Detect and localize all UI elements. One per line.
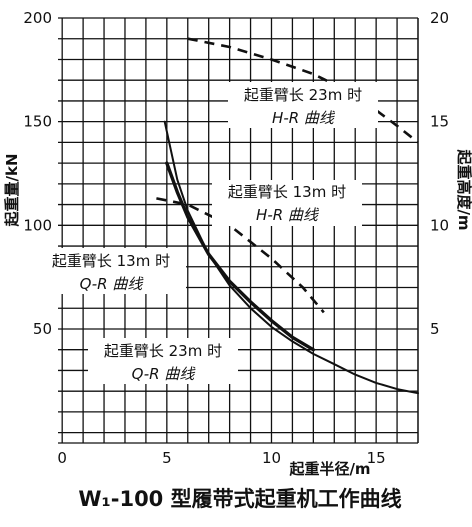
annotation-hr23-line1: 起重臂长 23m 时 bbox=[244, 86, 362, 104]
series-line-2 bbox=[187, 37, 419, 144]
x-tick-0: 0 bbox=[57, 449, 67, 467]
series-line-0 bbox=[163, 120, 419, 395]
annotation-hr13: 起重臂长 13m 时 H-R 曲线 bbox=[212, 180, 362, 226]
annotation-qr13-line2: Q-R 曲线 bbox=[80, 275, 145, 293]
y2-tick-2: 15 bbox=[430, 113, 449, 131]
y-tick-0: 50 bbox=[33, 320, 52, 338]
annotation-qr13: 起重臂长 13m 时 Q-R 曲线 bbox=[36, 248, 186, 294]
y-tick-2: 150 bbox=[23, 113, 52, 131]
annotation-qr13-line1: 起重臂长 13m 时 bbox=[52, 252, 170, 270]
y-tick-1: 100 bbox=[23, 216, 52, 234]
y2-tick-3: 20 bbox=[430, 9, 449, 27]
tick-labels: 0 5 10 15 50 100 150 200 5 10 15 20 bbox=[23, 9, 449, 467]
annotation-hr13-line1: 起重臂长 13m 时 bbox=[228, 183, 346, 201]
series-line-1 bbox=[165, 161, 315, 352]
y2-tick-0: 5 bbox=[430, 320, 440, 338]
annotation-qr23-line1: 起重臂长 23m 时 bbox=[104, 342, 222, 360]
chart-title: W₁-100 型履带式起重机工作曲线 bbox=[78, 487, 401, 511]
x-tick-2: 10 bbox=[262, 449, 281, 467]
y-tick-3: 200 bbox=[23, 9, 52, 27]
annotation-qr23: 起重臂长 23m 时 Q-R 曲线 bbox=[88, 338, 238, 384]
annotation-qr23-line2: Q-R 曲线 bbox=[132, 365, 197, 383]
x-axis-title: 起重半径/m bbox=[288, 460, 370, 478]
curves bbox=[156, 37, 419, 395]
annotation-hr23: 起重臂长 23m 时 H-R 曲线 bbox=[228, 82, 378, 128]
annotation-hr23-line2: H-R 曲线 bbox=[272, 109, 336, 127]
annotation-hr13-line2: H-R 曲线 bbox=[256, 206, 320, 224]
y-axis-title: 起重量/kN bbox=[3, 153, 21, 227]
x-tick-3: 15 bbox=[367, 449, 386, 467]
series-line-3 bbox=[156, 197, 325, 314]
y2-axis-title: 起重高度/m bbox=[455, 148, 472, 230]
y2-tick-1: 10 bbox=[430, 216, 449, 234]
x-tick-1: 5 bbox=[162, 449, 172, 467]
